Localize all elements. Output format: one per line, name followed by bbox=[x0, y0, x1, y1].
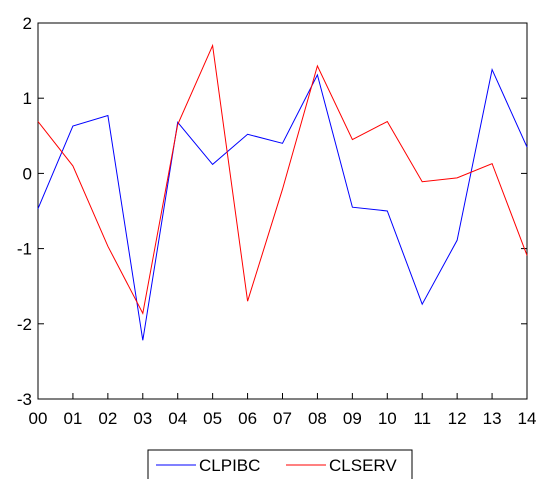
legend: CLPIBC CLSERV bbox=[147, 449, 413, 479]
x-tick-label: 10 bbox=[378, 409, 397, 428]
legend-label-clserv: CLSERV bbox=[329, 456, 397, 475]
x-tick-label: 13 bbox=[483, 409, 502, 428]
x-tick-label: 03 bbox=[133, 409, 152, 428]
x-tick-label: 04 bbox=[168, 409, 187, 428]
y-tick-label: 0 bbox=[23, 164, 32, 183]
y-tick-label: -3 bbox=[17, 390, 32, 409]
plot-frame bbox=[37, 22, 528, 400]
x-tick-label: 07 bbox=[273, 409, 292, 428]
y-tick-label: 2 bbox=[23, 14, 32, 33]
legend-label-clpibc: CLPIBC bbox=[199, 456, 260, 475]
x-tick-label: 11 bbox=[413, 409, 431, 428]
x-tick-label: 05 bbox=[203, 409, 222, 428]
series-line-clpibc bbox=[37, 67, 528, 341]
x-axis: 00 01 02 03 04 05 06 07 08 09 10 11 12 13 14 bbox=[29, 393, 537, 428]
x-tick-label: 09 bbox=[343, 409, 362, 428]
x-tick-label: 14 bbox=[518, 409, 537, 428]
x-tick-label: 00 bbox=[29, 409, 48, 428]
y-tick-label: -1 bbox=[17, 240, 32, 259]
x-tick-label: 02 bbox=[98, 409, 117, 428]
y-tick-label: -2 bbox=[17, 315, 32, 334]
series-line-clserv bbox=[37, 43, 528, 315]
y-axis: -3 -2 -1 0 1 2 bbox=[17, 14, 527, 409]
x-tick-label: 06 bbox=[238, 409, 257, 428]
series-lines bbox=[37, 43, 528, 341]
x-tick-label: 01 bbox=[63, 409, 82, 428]
x-tick-label: 12 bbox=[448, 409, 467, 428]
x-tick-label: 08 bbox=[308, 409, 327, 428]
y-tick-label: 1 bbox=[23, 89, 32, 108]
